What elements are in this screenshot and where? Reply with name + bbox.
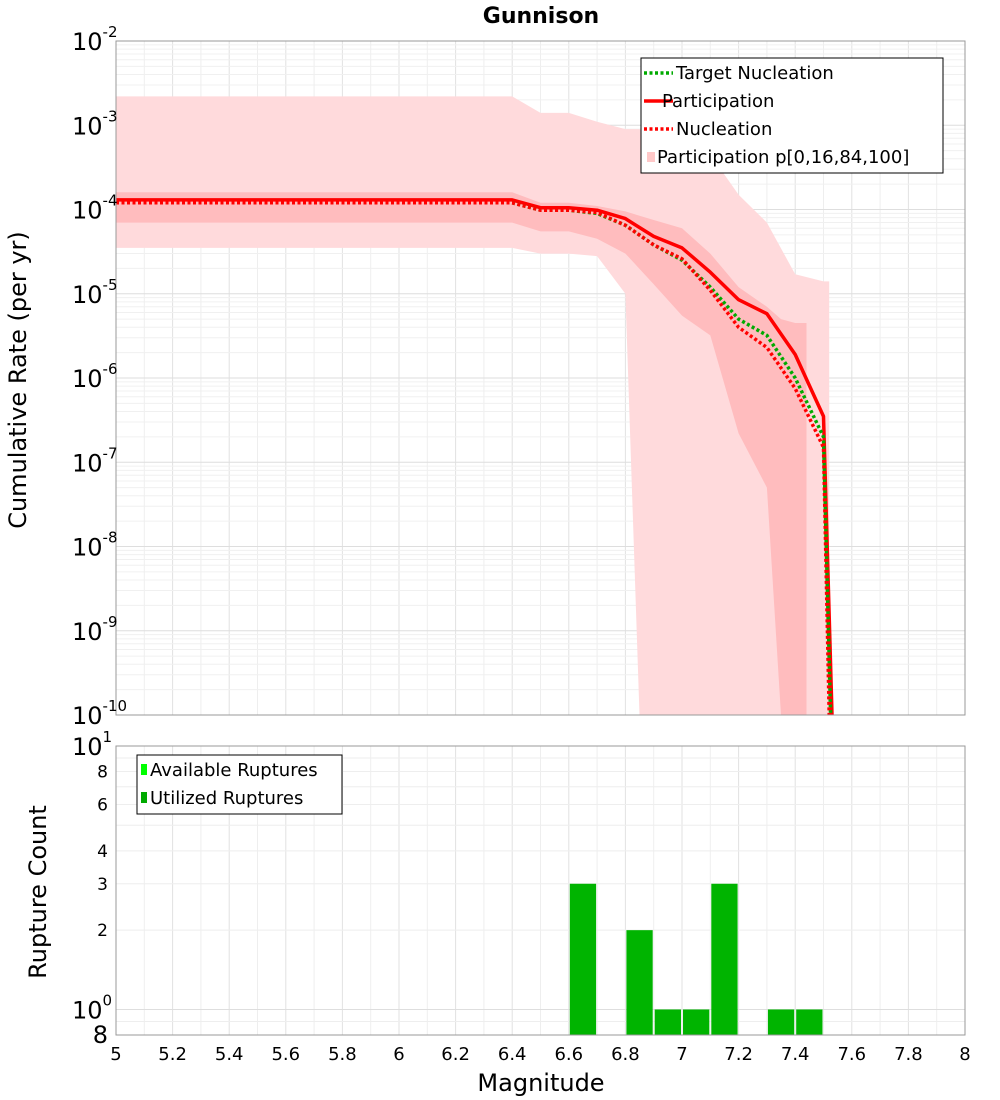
x-tick-label: 6 [393,1044,404,1065]
y-tick-label: 8 [97,763,108,783]
chart-title: Gunnison [483,4,599,29]
x-tick-label: 8 [959,1044,970,1065]
y-tick-label: 10-5 [72,276,118,309]
y-tick-label: 10-7 [72,444,118,477]
bottom-y-axis-label: Rupture Count [24,805,52,979]
legend-swatch [141,792,147,803]
y-tick-label: 8 [93,1021,108,1049]
top-plot-frame [115,40,966,716]
x-tick-label: 6.6 [554,1044,583,1065]
y-tick-label: 2 [97,921,108,941]
y-tick-label: 100 [72,991,112,1024]
y-tick-label: 10-4 [72,192,118,225]
x-tick-label: 5 [110,1044,121,1065]
legend-label: Participation p[0,16,84,100] [657,147,909,168]
y-tick-label: 10-2 [72,23,118,56]
bottom-plot-frame [115,745,966,1036]
x-tick-label: 7.2 [724,1044,753,1065]
x-tick-label: 6.2 [441,1044,470,1065]
series-line-nucleation [116,201,831,716]
y-tick-label: 10-3 [72,107,118,140]
legend-label: Participation [662,91,774,112]
x-tick-label: 7.8 [894,1044,923,1065]
bar [569,883,597,1035]
bar [683,1009,710,1035]
series-line-participation [116,198,834,716]
x-tick-label: 5.8 [328,1044,357,1065]
x-tick-label: 7 [676,1044,687,1065]
legend-box [136,754,343,815]
y-tick-label: 6 [97,795,108,815]
x-tick-label: 7.4 [781,1044,810,1065]
legend-swatch-band [647,152,655,162]
bar [654,1009,681,1035]
legend-label: Utilized Ruptures [150,788,303,809]
y-tick-label: 10-6 [72,360,118,393]
y-tick-label: 101 [72,728,112,761]
y-tick-label: 3 [97,875,108,895]
x-tick-label: 5.4 [215,1044,244,1065]
x-axis-label: Magnitude [477,1069,604,1097]
y-tick-label: 10-10 [72,697,127,730]
bar [626,930,653,1035]
y-tick-label: 10-9 [72,613,118,646]
x-tick-label: 5.6 [271,1044,300,1065]
x-tick-label: 6.4 [498,1044,527,1065]
legend-label: Nucleation [676,119,772,140]
y-tick-label: 4 [97,842,108,862]
x-tick-label: 7.6 [837,1044,866,1065]
legend-box [640,57,944,174]
bar [711,883,738,1035]
legend-swatch [141,764,147,775]
x-tick-label: 6.8 [611,1044,640,1065]
legend-label: Available Ruptures [150,760,318,781]
bar [767,1009,795,1035]
y-tick-label: 10-8 [72,529,118,562]
x-tick-label: 5.2 [158,1044,187,1065]
bar [796,1009,823,1035]
top-y-axis-label: Cumulative Rate (per yr) [4,231,32,529]
legend-label: Target Nucleation [675,63,834,84]
